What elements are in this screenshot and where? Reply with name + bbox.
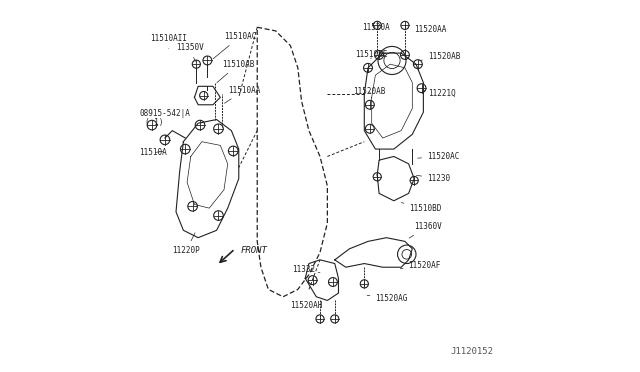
Text: 11230: 11230 bbox=[417, 174, 450, 183]
Text: ( 1): ( 1) bbox=[145, 118, 163, 127]
Text: 11221Q: 11221Q bbox=[422, 89, 456, 98]
Text: 11350V: 11350V bbox=[176, 43, 204, 62]
Text: 11510AA: 11510AA bbox=[225, 86, 261, 103]
Text: 11360V: 11360V bbox=[409, 222, 442, 238]
Text: 11332: 11332 bbox=[292, 264, 320, 273]
Text: 11520AA: 11520AA bbox=[408, 25, 447, 33]
Text: 11520AG: 11520AG bbox=[367, 294, 408, 303]
Text: 11510BD: 11510BD bbox=[401, 203, 442, 213]
Text: 08915-542|A: 08915-542|A bbox=[139, 109, 190, 118]
Text: 11510AC: 11510AC bbox=[213, 32, 257, 59]
Text: 11520AB: 11520AB bbox=[353, 87, 386, 96]
Text: 11510AII: 11510AII bbox=[150, 34, 187, 48]
Text: 11520AC: 11520AC bbox=[418, 152, 460, 161]
Text: J1120152: J1120152 bbox=[451, 347, 493, 356]
Text: 11520A: 11520A bbox=[362, 23, 390, 32]
Text: 11520AF: 11520AF bbox=[400, 261, 441, 270]
Text: 11220P: 11220P bbox=[172, 233, 200, 255]
Text: 11520AH: 11520AH bbox=[291, 301, 323, 315]
Text: 11520AB: 11520AB bbox=[420, 52, 460, 61]
Text: 11510BE: 11510BE bbox=[355, 51, 387, 60]
Text: FRONT: FRONT bbox=[241, 246, 268, 255]
Text: 11510A: 11510A bbox=[139, 148, 167, 157]
Text: 11510AB: 11510AB bbox=[217, 60, 255, 83]
